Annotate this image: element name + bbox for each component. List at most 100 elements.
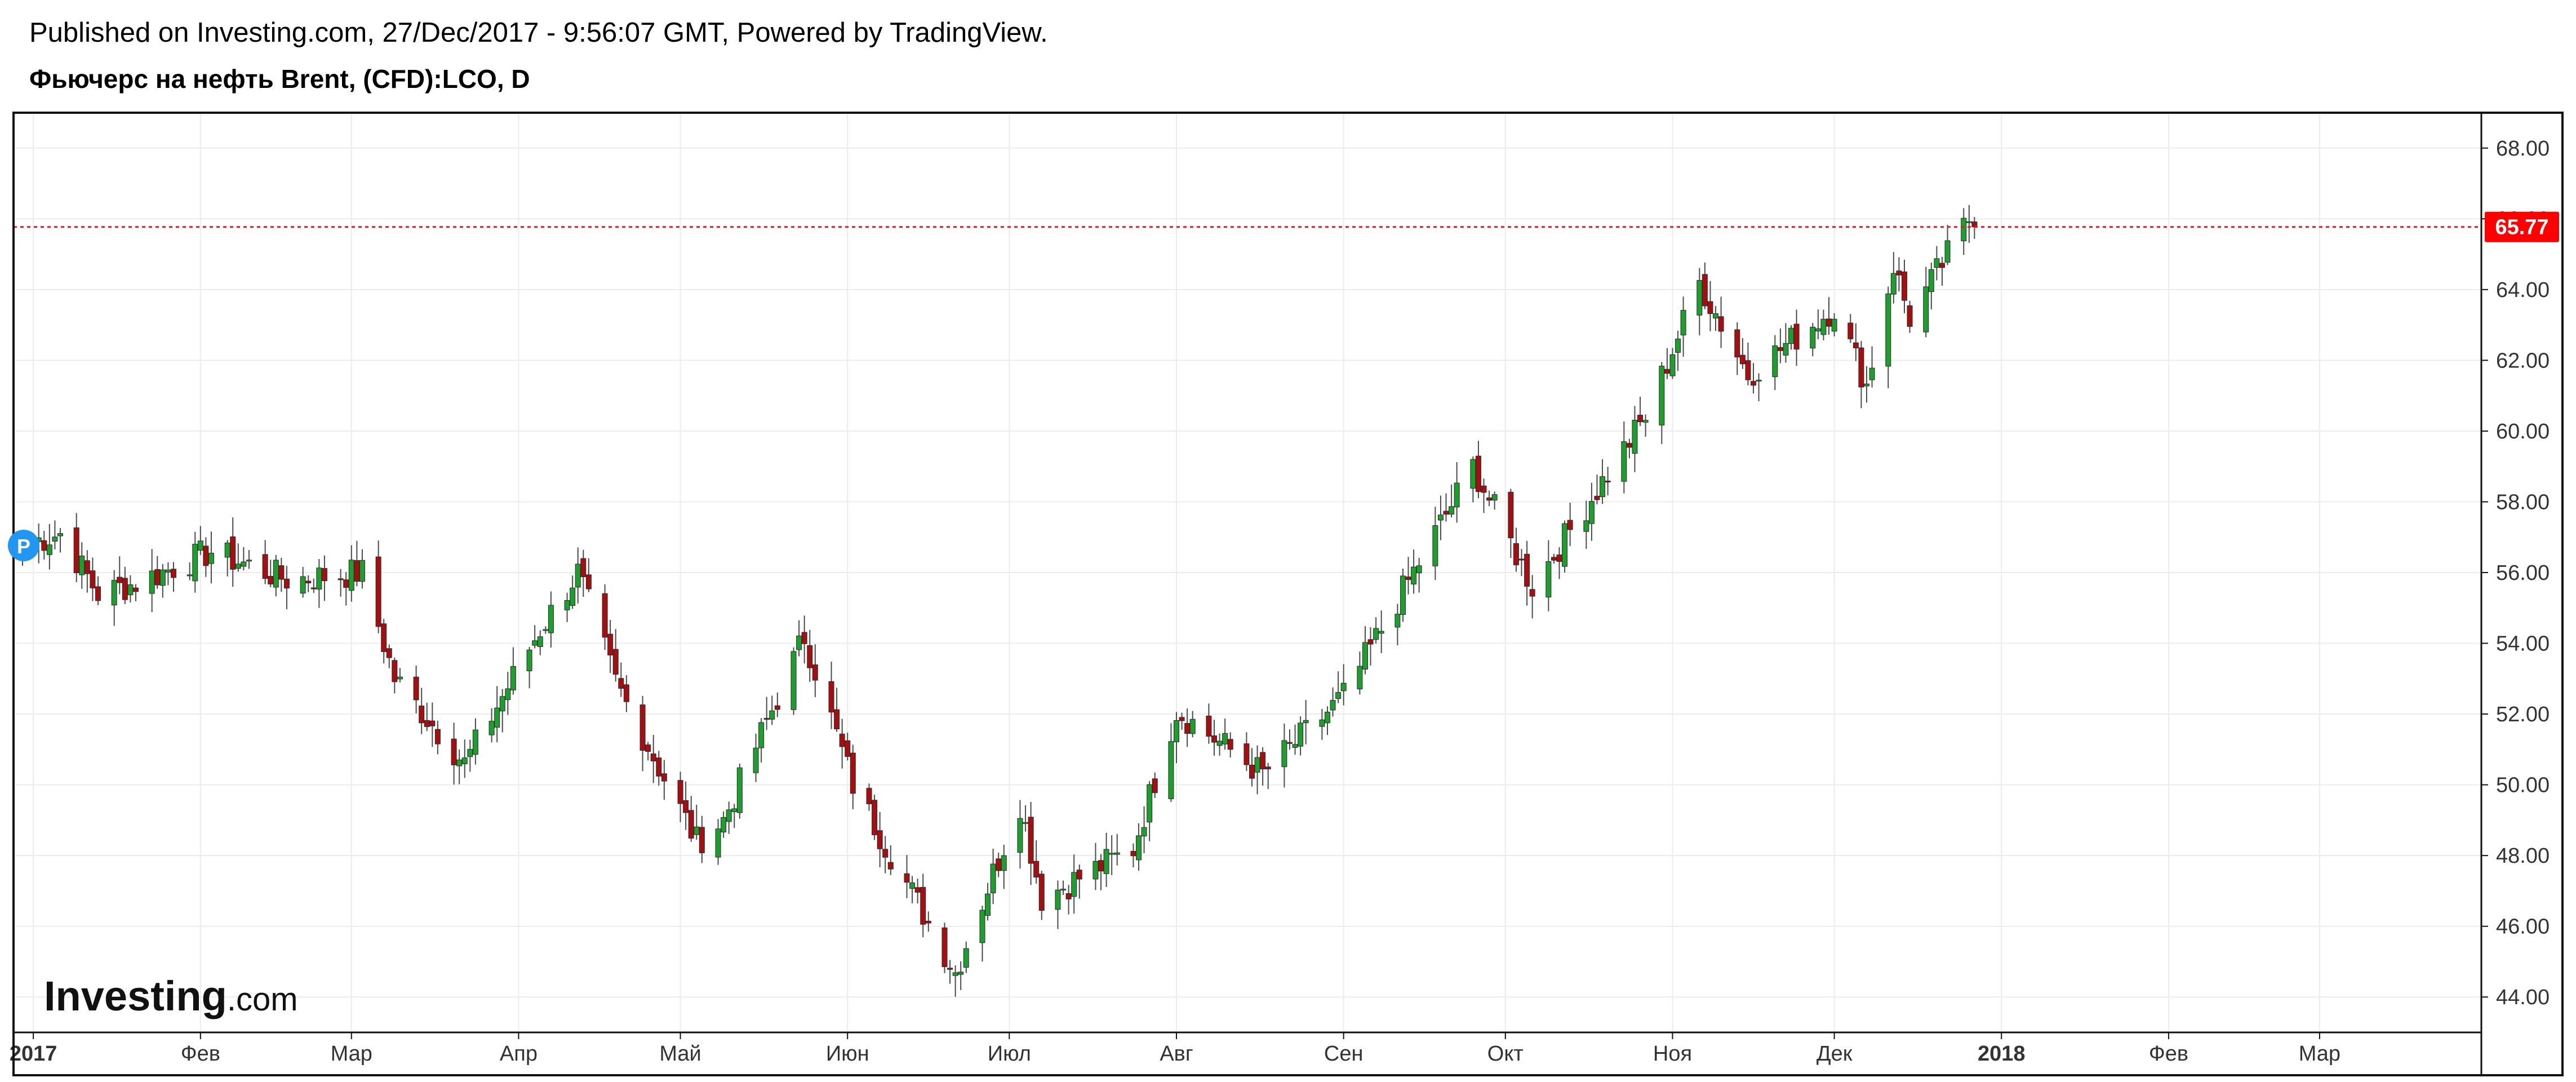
candle [1751, 363, 1757, 394]
candle-body-up [1394, 614, 1401, 628]
candle [1330, 687, 1336, 717]
candle [1513, 527, 1519, 572]
candle [1028, 801, 1034, 885]
candle [1632, 406, 1638, 472]
candle-body-up [990, 863, 996, 893]
candle [1357, 651, 1363, 695]
candle [165, 562, 171, 586]
candle-body-down [947, 968, 953, 970]
candle [1928, 263, 1934, 310]
candle [1529, 575, 1535, 619]
candle [952, 965, 958, 997]
candle-body-up [1298, 722, 1304, 747]
candle-body-up [1621, 441, 1627, 482]
candle-body-up [159, 569, 166, 586]
candle-body-down [834, 709, 840, 730]
candle [300, 567, 306, 598]
candle-body-down [381, 623, 387, 652]
candle [1017, 800, 1023, 869]
candle-body-down [996, 858, 1002, 871]
candle [1896, 257, 1902, 292]
x-tick-label: Сен [1324, 1042, 1363, 1066]
x-tick-label: Апр [500, 1042, 538, 1066]
candle-body-down [1551, 557, 1557, 561]
candle [807, 629, 813, 682]
candle [1222, 719, 1228, 750]
candle [230, 517, 236, 587]
candle [887, 845, 894, 875]
candle [1367, 627, 1374, 666]
candle [354, 540, 360, 587]
candle [834, 688, 840, 732]
candle-body-down [230, 536, 236, 570]
candle [224, 540, 230, 577]
candle-body-down [1637, 415, 1644, 423]
candle-body-up [1449, 506, 1455, 515]
candle [90, 557, 96, 601]
x-tick-label: Мар [2299, 1042, 2340, 1066]
candle-body-up [1815, 328, 1821, 331]
candle-body-down [1286, 742, 1293, 744]
candle [650, 734, 656, 783]
candle-body-down [774, 705, 780, 710]
series-marker[interactable]: P [8, 530, 39, 561]
candle-body-down [1405, 577, 1411, 580]
candle-body-down [1184, 723, 1191, 734]
candle-body-up [1583, 520, 1589, 532]
candle-body-down [1702, 274, 1708, 307]
candle-body-down [645, 744, 651, 752]
candle [419, 688, 425, 734]
candle [1815, 309, 1821, 340]
candle-body-up [57, 533, 63, 536]
series-marker-label: P [17, 535, 30, 558]
candle-body-up [958, 972, 964, 975]
candle [796, 620, 802, 657]
candle-body-down [1826, 318, 1832, 327]
candle [731, 804, 738, 828]
candle-body-up [1454, 482, 1460, 508]
x-tick-label: Май [659, 1042, 701, 1066]
candle [1864, 366, 1869, 403]
candle [1696, 268, 1703, 336]
candle-body-down [170, 569, 176, 578]
candle-body-up [241, 561, 247, 567]
candle-body-up [1562, 523, 1568, 567]
candle [1378, 610, 1384, 653]
candle [1772, 335, 1778, 391]
candle-body-up [790, 651, 797, 710]
candle [1174, 712, 1180, 764]
candle [683, 781, 689, 830]
candle-body-down [95, 586, 101, 601]
candle [456, 750, 463, 784]
candle [677, 771, 683, 823]
x-tick-label: 2018 [1978, 1042, 2026, 1066]
candle [1637, 396, 1644, 426]
y-tick-label: 60.00 [2496, 420, 2550, 444]
candle-body-up [952, 972, 958, 976]
candle [1847, 314, 1854, 343]
candle-body-up [1810, 326, 1816, 349]
candle-body-up [963, 948, 969, 968]
candle-body-up [1071, 872, 1077, 897]
candle [963, 941, 969, 973]
candle [570, 575, 576, 609]
x-tick-label: 2017 [10, 1042, 57, 1066]
y-tick-label: 54.00 [2496, 632, 2550, 656]
candle-body-down [1556, 555, 1562, 562]
candle-body-up [359, 560, 365, 582]
candle-body-up [1713, 313, 1719, 318]
candle-body-up [1491, 494, 1498, 501]
candle-body-down [1508, 491, 1514, 539]
candle-body-down [1793, 323, 1800, 350]
candle [1600, 459, 1606, 504]
y-tick-label: 56.00 [2496, 561, 2550, 585]
candle [758, 718, 765, 762]
candle [1642, 414, 1649, 437]
symbol-title: Фьючерс на нефть Brent, (CFD):LCO, D [29, 64, 530, 94]
candle-body-up [1060, 889, 1067, 891]
candle-body-up [1783, 343, 1789, 356]
candle [548, 591, 554, 648]
candle-body-down [343, 579, 349, 588]
candle [688, 796, 694, 842]
